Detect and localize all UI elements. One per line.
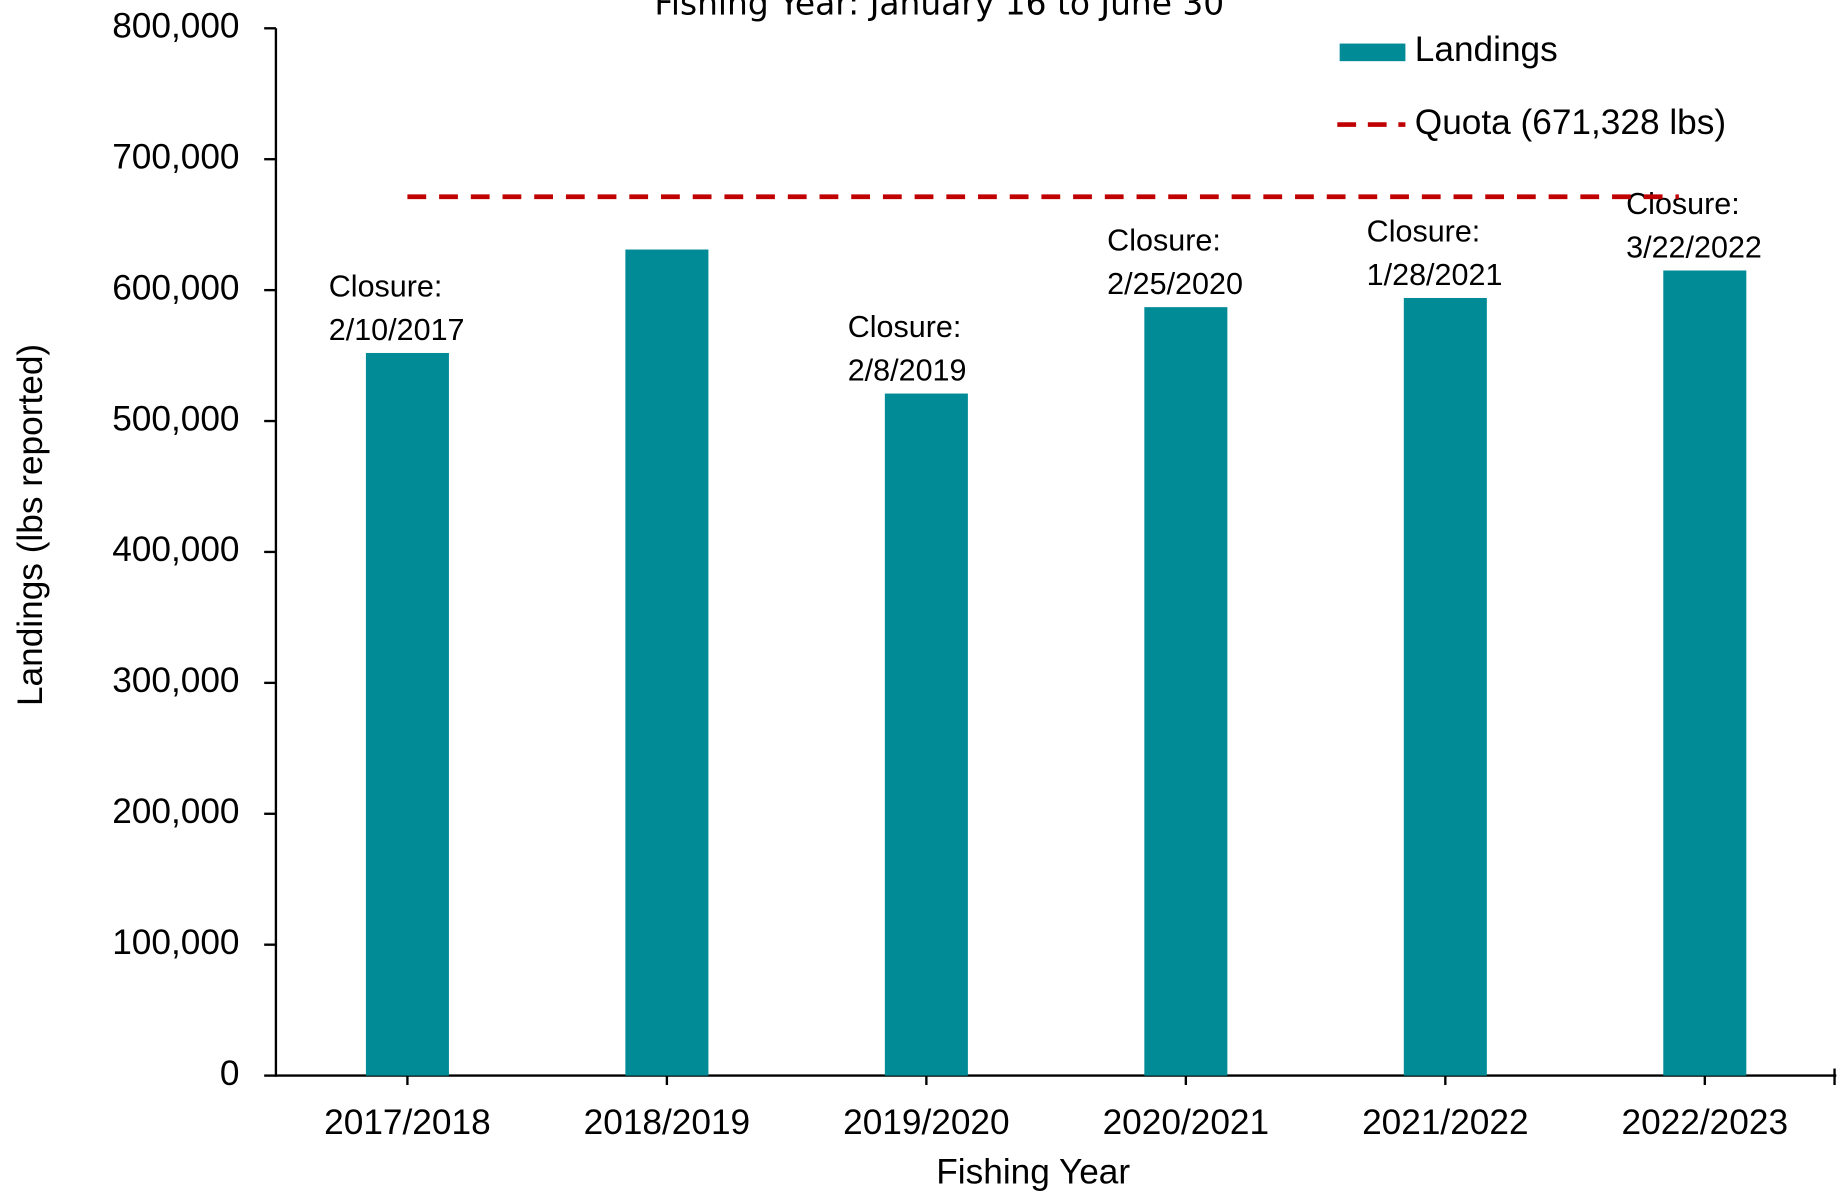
y-tick-label: 100,000 — [112, 923, 239, 962]
x-tick-label: 2020/2021 — [1103, 1103, 1269, 1142]
x-tick-label: 2021/2022 — [1362, 1103, 1528, 1142]
y-tick-label: 400,000 — [112, 530, 239, 569]
annotation: Closure: — [329, 269, 443, 303]
y-tick-label: 600,000 — [112, 268, 239, 307]
annotation: 3/22/2022 — [1626, 230, 1762, 264]
x-tick-label: 2022/2023 — [1622, 1103, 1788, 1142]
y-tick-label: 300,000 — [112, 661, 239, 700]
bar — [1144, 307, 1228, 1076]
annotation: Closure: — [1107, 224, 1221, 258]
x-axis-title: Fishing Year — [936, 1153, 1130, 1192]
annotation: 2/25/2020 — [1107, 267, 1243, 301]
y-tick-label: 500,000 — [112, 399, 239, 438]
x-tick-label: 2018/2019 — [584, 1103, 750, 1142]
y-tick-label: 200,000 — [112, 792, 239, 831]
legend-label: Landings — [1415, 30, 1558, 69]
bar — [365, 352, 449, 1076]
y-tick-label: 800,000 — [112, 7, 239, 46]
y-tick-label: 700,000 — [112, 138, 239, 177]
annotation: 2/10/2017 — [329, 313, 465, 347]
y-tick-label: 0 — [220, 1054, 240, 1093]
annotation: Closure: — [1367, 214, 1481, 248]
x-tick-label: 2019/2020 — [843, 1103, 1009, 1142]
x-tick-label: 2017/2018 — [324, 1103, 490, 1142]
bar — [1403, 297, 1487, 1076]
legend-label: Quota (671,328 lbs) — [1415, 103, 1726, 142]
legend-swatch — [1339, 43, 1406, 62]
annotation: Closure: — [848, 310, 962, 344]
chart-title: Fishing Year: January 16 to June 30 — [654, 0, 1224, 22]
bar — [625, 249, 709, 1076]
annotation: 2/8/2019 — [848, 353, 967, 387]
annotation: 1/28/2021 — [1367, 258, 1503, 292]
y-axis-title: Landings (lbs reported) — [11, 344, 50, 706]
annotation: Closure: — [1626, 187, 1740, 221]
bar — [1663, 270, 1747, 1076]
bar — [884, 393, 968, 1076]
